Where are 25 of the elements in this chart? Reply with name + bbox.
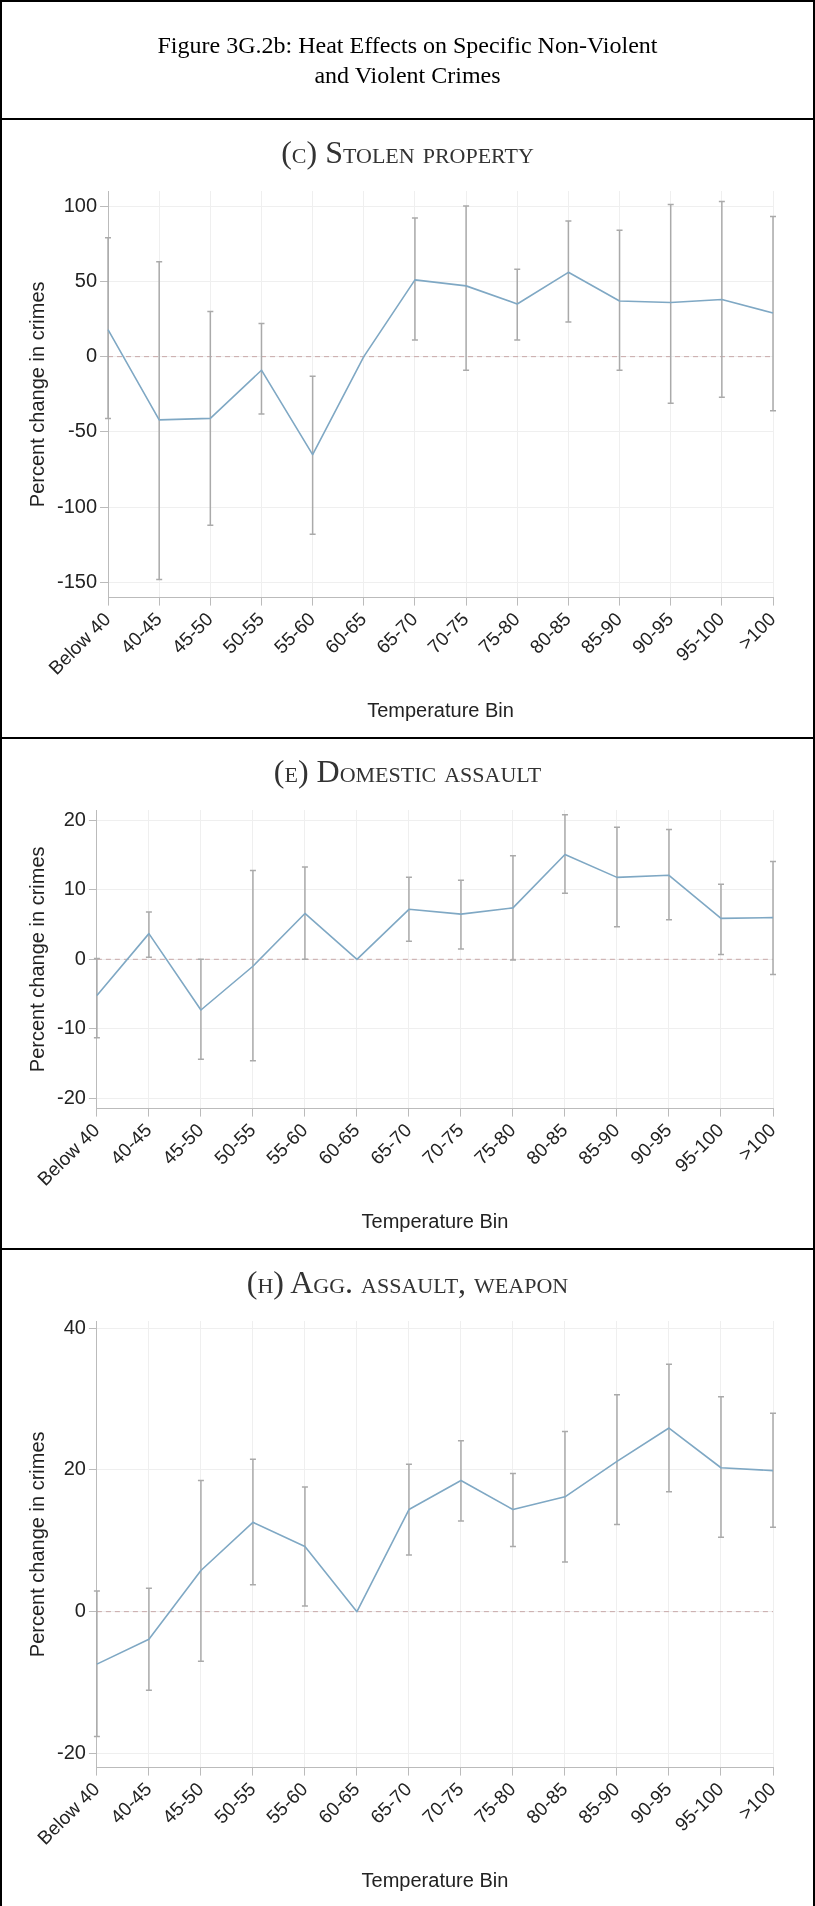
caption: Figure 3G.2b: Heat Effects on Specific Non-Violent and Violent Crimes [2,2,813,120]
chart-title: (h) Agg. assault, weapon [245,1263,570,1301]
y-tick-label: 0 [85,344,98,367]
y-tick-label: 50 [74,268,98,291]
y-tick-label: -10 [57,1016,86,1039]
x-axis-title: Temperature Bin [361,1209,509,1232]
y-axis-title: Percent change in crimes [25,1431,48,1658]
y-tick-label: 20 [63,807,86,830]
chart-title: (e) Domestic assault [272,752,543,790]
y-tick-label: -50 [68,419,98,442]
chart-title: (c) Stolen property [280,133,535,171]
y-tick-label: -20 [57,1740,86,1763]
y-axis-title: Percent change in crimes [25,846,48,1073]
y-tick-label: 0 [74,1599,86,1622]
y-tick-label: 100 [63,193,98,216]
y-tick-label: 10 [63,877,86,900]
y-axis-title: Percent change in crimes [25,281,48,508]
y-tick-label: 0 [74,946,86,969]
y-tick-label: -150 [57,570,98,593]
x-axis-title: Temperature Bin [367,698,514,721]
y-tick-label: -100 [57,494,98,517]
y-tick-label: 40 [63,1315,86,1338]
y-tick-label: -20 [57,1085,86,1108]
y-tick-label: 20 [63,1457,86,1480]
x-axis-title: Temperature Bin [361,1868,509,1891]
